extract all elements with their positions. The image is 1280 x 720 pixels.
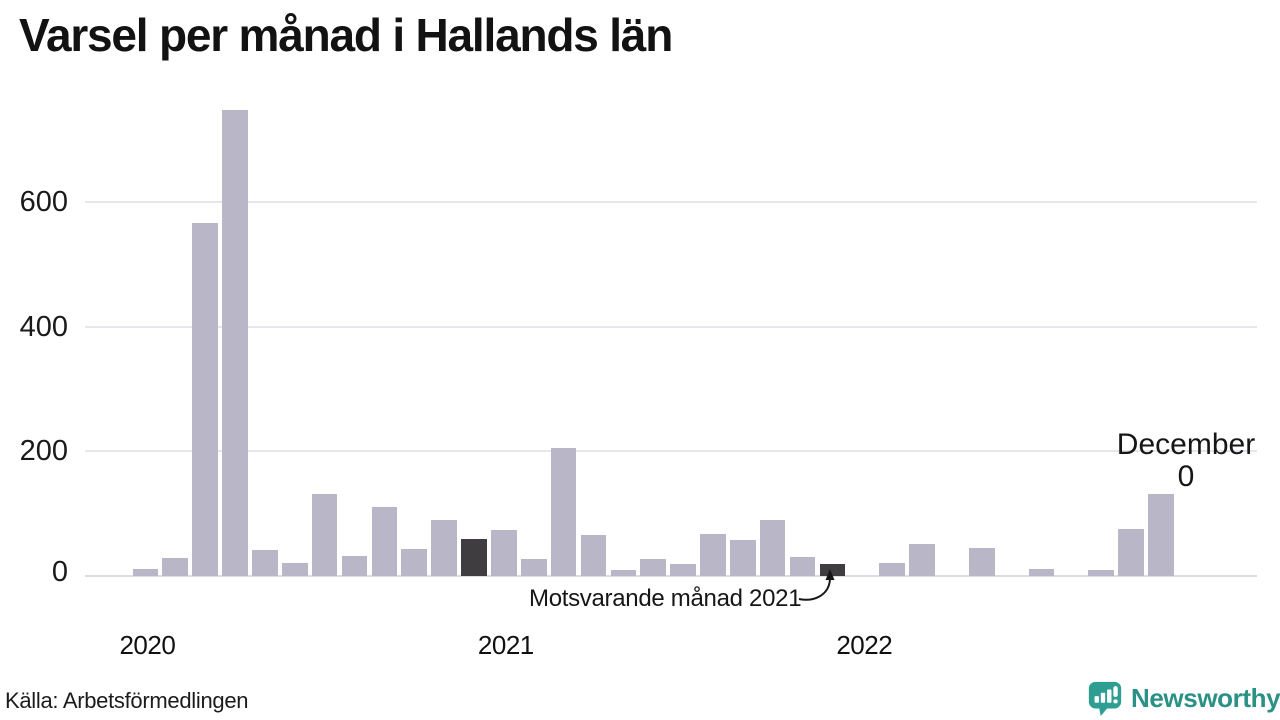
- bar: [491, 530, 517, 576]
- newsworthy-logo[interactable]: Newsworthy: [1086, 679, 1280, 717]
- bar: [520, 558, 547, 576]
- bar: [700, 534, 726, 576]
- latest-month-annotation: December 0: [1104, 429, 1268, 493]
- bar: [759, 519, 786, 576]
- y-gridline: [85, 450, 1257, 453]
- bar: [252, 550, 278, 576]
- bar: [1148, 493, 1174, 576]
- y-tick-label: 0: [51, 556, 68, 588]
- bar: [909, 543, 935, 576]
- bar: [879, 562, 905, 576]
- bar: [968, 547, 995, 576]
- bar: [610, 569, 637, 576]
- bar: [730, 540, 756, 576]
- y-tick-label: 400: [19, 310, 68, 343]
- y-gridline: [85, 201, 1257, 203]
- y-tick-label: 200: [19, 435, 68, 468]
- x-tick-label: 2021: [477, 630, 534, 660]
- bar: [401, 548, 428, 576]
- bar: [1028, 568, 1055, 576]
- newsworthy-icon: [1088, 681, 1122, 717]
- bar: [132, 568, 159, 576]
- bar: [222, 109, 248, 576]
- bar: [311, 494, 338, 576]
- bar: [789, 556, 816, 576]
- bar: [162, 557, 189, 576]
- bar: [640, 558, 666, 576]
- bar: [1088, 569, 1115, 576]
- bar: [281, 562, 308, 576]
- bar-highlighted: [461, 538, 487, 576]
- newsworthy-wordmark: Newsworthy: [1131, 682, 1280, 713]
- bar: [192, 223, 218, 576]
- y-gridline: [85, 325, 1257, 328]
- bar: [580, 534, 607, 576]
- bar: [670, 563, 696, 576]
- bar: [550, 448, 577, 576]
- x-tick-label: 2020: [119, 630, 176, 660]
- bar: [341, 556, 368, 576]
- annotation-arrow-icon: [798, 569, 835, 601]
- bar-highlighted: [819, 563, 846, 576]
- bar: [1118, 529, 1144, 576]
- x-axis-baseline: [85, 575, 1257, 577]
- source-label: Källa: Arbetsförmedlingen: [5, 688, 249, 713]
- y-tick-label: 600: [19, 186, 68, 218]
- latest-month-value: 0: [1177, 460, 1195, 493]
- bar: [431, 519, 457, 576]
- bar: [371, 506, 398, 576]
- comparison-annotation-label: Motsvarande månad 2021: [529, 585, 802, 612]
- latest-month-label: December: [1116, 428, 1256, 461]
- chart-title: Varsel per månad i Hallands län: [19, 9, 673, 61]
- x-tick-label: 2022: [836, 630, 893, 660]
